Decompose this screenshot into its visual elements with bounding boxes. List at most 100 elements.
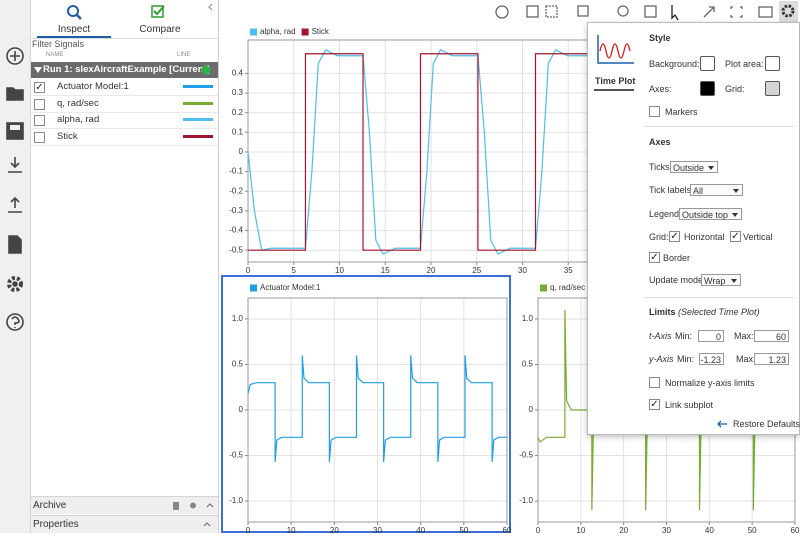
signal-checkbox[interactable] xyxy=(34,131,45,143)
signal-line[interactable] xyxy=(183,134,213,138)
x-tick-label: 0 xyxy=(246,526,251,533)
markers-checkbox[interactable] xyxy=(649,106,660,117)
y-tick-label: -1.0 xyxy=(229,496,243,505)
signal-row[interactable]: q, rad/sec xyxy=(31,96,218,113)
zoom-button[interactable] xyxy=(617,5,629,17)
open-icon[interactable] xyxy=(6,87,24,101)
vertical-label: Vertical xyxy=(743,232,773,242)
y-max-input[interactable]: 1.23 xyxy=(754,353,789,365)
t-min-input[interactable]: 0 xyxy=(698,330,724,342)
y-tick-label: 0.4 xyxy=(232,69,244,78)
t-min-label: Min: xyxy=(675,331,693,341)
new-icon[interactable] xyxy=(6,47,24,65)
normalize-checkbox[interactable] xyxy=(649,377,660,388)
cursor-button[interactable] xyxy=(671,5,679,21)
snapshot-button[interactable] xyxy=(758,6,773,18)
expand-arrow[interactable] xyxy=(34,67,42,73)
grid-color-label: Grid: xyxy=(725,84,745,94)
t-max-input[interactable]: 60 xyxy=(754,330,789,342)
normalize-label: Normalize y-axis limits xyxy=(665,378,755,388)
restore-icon[interactable] xyxy=(716,419,728,429)
time-plot-icon[interactable] xyxy=(595,33,637,67)
x-tick-label: 10 xyxy=(287,526,296,533)
filter-signals[interactable]: Filter Signals xyxy=(32,39,85,49)
y-min-label: Min: xyxy=(677,354,695,364)
layout-button[interactable] xyxy=(526,5,539,18)
y-tick-label: 1.0 xyxy=(522,314,534,323)
axes-border xyxy=(247,297,508,523)
fullscreen-button[interactable] xyxy=(730,6,743,18)
horizontal-label: Horizontal xyxy=(684,232,725,242)
properties-bar[interactable]: Properties xyxy=(31,515,218,533)
tick-labels-select[interactable]: All xyxy=(690,184,743,196)
y-min-input[interactable]: -1.23 xyxy=(699,353,724,365)
border-checkbox[interactable]: ✓ xyxy=(649,252,660,263)
signal-line[interactable] xyxy=(183,101,213,105)
axes-swatch[interactable] xyxy=(700,81,715,96)
time-plot-tab[interactable]: Time Plot xyxy=(595,76,636,86)
run-name: Run 1: slexAircraftExample [Current] xyxy=(43,64,210,75)
expand-button[interactable] xyxy=(703,6,715,18)
signal-line[interactable] xyxy=(183,118,213,121)
vertical-checkbox[interactable]: ✓ xyxy=(730,231,741,242)
horizontal-checkbox[interactable]: ✓ xyxy=(669,231,680,242)
x-tick-label: 50 xyxy=(459,526,468,533)
tab-icons xyxy=(31,3,218,39)
signal-checkbox[interactable]: ✓ xyxy=(34,82,45,93)
archive-tools xyxy=(173,502,214,510)
subplot-button[interactable] xyxy=(545,5,558,18)
signal-row[interactable]: Stick xyxy=(31,129,218,146)
x-tick-label: 25 xyxy=(472,266,481,275)
import-icon[interactable] xyxy=(8,157,22,173)
x-tick-label: 35 xyxy=(564,266,573,275)
run-row[interactable]: Run 1: slexAircraftExample [Current] xyxy=(31,62,218,78)
help-icon[interactable] xyxy=(6,313,24,331)
signal-checkbox[interactable] xyxy=(34,115,45,126)
signal-line[interactable] xyxy=(183,85,213,88)
legend-swatch xyxy=(250,28,257,36)
properties-toggle[interactable] xyxy=(201,519,213,530)
preferences-icon[interactable] xyxy=(7,276,23,292)
y-tick-label: 0.2 xyxy=(232,108,244,117)
tab-underline xyxy=(594,89,634,91)
signal-name: Stick xyxy=(57,130,78,142)
export-icon[interactable] xyxy=(8,196,22,213)
x-tick-label: 40 xyxy=(416,526,425,533)
x-tick-label: 50 xyxy=(748,526,757,533)
visualization-button[interactable] xyxy=(577,5,589,17)
y-tick-label: -0.1 xyxy=(229,167,243,176)
y-tick-label: 0.1 xyxy=(232,127,244,136)
background-swatch[interactable] xyxy=(700,56,715,71)
signal-checkbox[interactable] xyxy=(34,98,45,110)
t-axis-label: t-Axis xyxy=(649,331,672,341)
restore-defaults[interactable]: Restore Defaults xyxy=(733,419,800,429)
limits-subtitle: (Selected Time Plot) xyxy=(678,307,760,317)
signal-row[interactable]: ✓ Actuator Model:1 xyxy=(31,79,218,96)
border-label: Border xyxy=(663,253,691,263)
link-checkbox[interactable]: ✓ xyxy=(649,399,660,410)
fit-button[interactable] xyxy=(644,5,657,18)
icon-bar-icons xyxy=(6,47,24,331)
report-icon[interactable] xyxy=(8,235,22,254)
compare-tab[interactable]: Compare xyxy=(139,24,181,35)
update-mode-label: Update mode: xyxy=(649,275,706,285)
legend-select[interactable]: Outside top xyxy=(679,208,742,220)
y-tick-label: 0 xyxy=(239,405,244,414)
settings-button[interactable] xyxy=(781,4,795,18)
archive-bar[interactable]: Archive xyxy=(31,496,218,514)
inspect-tab[interactable]: Inspect xyxy=(57,24,91,35)
signal-row[interactable]: alpha, rad xyxy=(31,112,218,129)
legend-label: Actuator Model:1 xyxy=(260,283,321,292)
save-icon[interactable] xyxy=(6,122,24,140)
grid-swatch[interactable] xyxy=(765,81,780,96)
ticks-select[interactable]: Outside xyxy=(670,161,718,173)
separator xyxy=(644,126,794,127)
selected-plot-frame xyxy=(221,275,511,533)
update-mode-select[interactable]: Wrap xyxy=(701,274,741,286)
side-panel: Inspect Compare Filter Signals NAME LINE… xyxy=(31,0,219,533)
x-tick-label: 0 xyxy=(246,266,251,275)
play-button[interactable] xyxy=(495,5,509,19)
y-tick-label: -0.5 xyxy=(229,245,243,254)
plot-area-swatch[interactable] xyxy=(765,56,780,71)
